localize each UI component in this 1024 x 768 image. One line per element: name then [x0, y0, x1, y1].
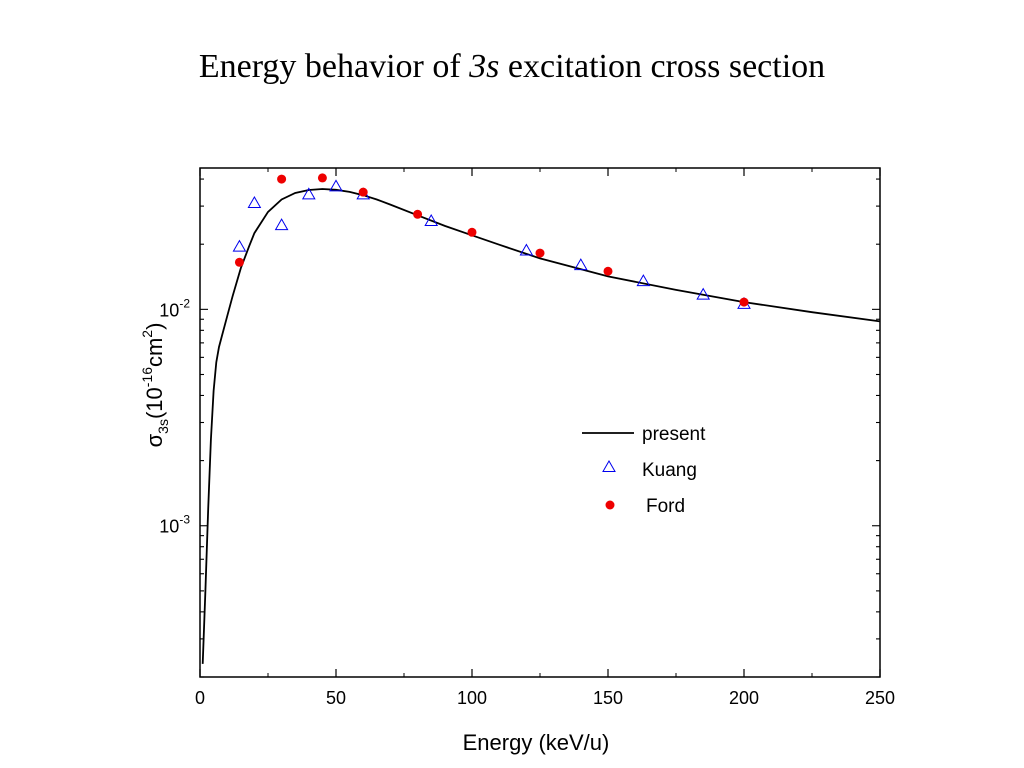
y-label-unit-pow: 2 — [139, 330, 155, 338]
x-tick-label: 100 — [457, 688, 487, 708]
x-tick-label: 50 — [326, 688, 346, 708]
data-point-kuang — [636, 274, 651, 287]
data-point-kuang — [274, 218, 289, 231]
data-point-ford — [739, 297, 749, 307]
y-label-symbol: σ — [142, 433, 167, 447]
data-point-ford — [413, 209, 423, 219]
data-point-ford — [277, 174, 287, 184]
plot-frame-layer — [199, 167, 881, 678]
svg-text:σ3s(10-16cm2): σ3s(10-16cm2) — [139, 323, 171, 448]
title-text: Energy behavior of — [198, 48, 470, 85]
data-point-kuang — [519, 243, 534, 256]
y-label-unit-exp: -16 — [139, 367, 155, 387]
y-label-unit-mid: cm — [142, 338, 167, 367]
data-point-kuang — [573, 258, 588, 271]
legend-label-kuang: Kuang — [642, 460, 697, 481]
title-italic-text: 3s — [469, 48, 500, 85]
data-point-ford — [535, 248, 545, 258]
y-tick-label: 10-3 — [159, 513, 190, 537]
legend-label-present: present — [642, 424, 706, 445]
series-layer — [201, 173, 881, 664]
data-point-kuang — [329, 179, 343, 192]
data-point-kuang — [301, 187, 316, 200]
data-point-ford — [467, 227, 477, 237]
data-point-ford — [358, 187, 368, 197]
x-tick-label: 0 — [195, 688, 205, 708]
axis-ticks-layer: 0 50 100 150 200 250 10-2 10-3 — [159, 168, 895, 708]
data-point-ford — [603, 266, 613, 276]
legend-swatch-kuang — [602, 459, 616, 472]
data-point-kuang — [247, 196, 262, 209]
x-tick-label: 200 — [729, 688, 759, 708]
data-point-ford — [234, 257, 244, 267]
y-axis-label: σ3s(10-16cm2) — [139, 323, 171, 448]
data-point-kuang — [232, 239, 247, 252]
legend-label-ford: Ford — [646, 496, 685, 517]
legend-layer: present Kuang Ford — [582, 424, 706, 517]
x-axis-label: Energy (keV/u) — [463, 730, 610, 755]
data-point-ford — [317, 173, 327, 183]
x-tick-label: 250 — [865, 688, 895, 708]
slide-title: Energy behavior of 3s excitation cross s… — [0, 48, 1024, 86]
data-point-kuang — [424, 214, 439, 227]
plot-frame — [199, 167, 881, 678]
y-label-unit-open: (10 — [142, 387, 167, 419]
legend-swatch-ford — [605, 500, 615, 510]
x-tick-label: 150 — [593, 688, 623, 708]
y-label-symbol-sub: 3s — [155, 419, 171, 434]
y-label-unit-close: ) — [142, 323, 167, 330]
data-point-kuang — [696, 287, 711, 300]
y-tick-label: 10-2 — [159, 296, 190, 320]
series-line-present — [201, 188, 881, 664]
title-suffix-text: excitation cross section — [499, 48, 826, 85]
